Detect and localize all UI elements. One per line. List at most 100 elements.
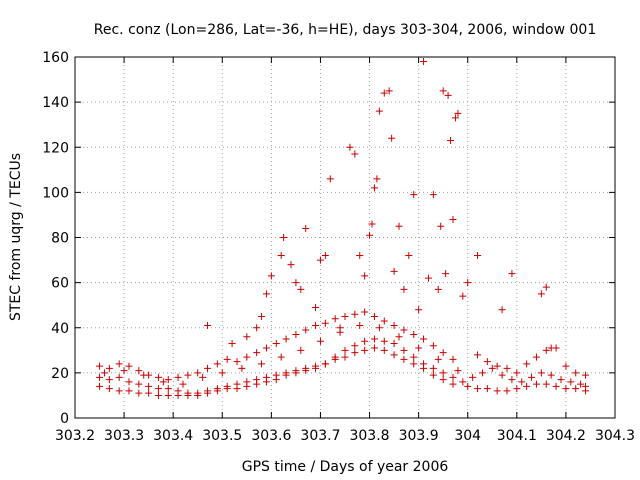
data-point <box>194 369 202 377</box>
data-point <box>243 333 251 341</box>
data-point <box>218 369 226 377</box>
data-point <box>562 385 570 393</box>
data-point <box>454 367 462 375</box>
data-point <box>174 391 182 399</box>
data-point <box>312 362 320 370</box>
data-point <box>351 310 359 318</box>
data-point <box>429 342 437 350</box>
data-point <box>542 346 550 354</box>
data-point <box>164 385 172 393</box>
data-point <box>262 290 270 298</box>
data-point <box>454 109 462 117</box>
x-tick-label: 304.3 <box>595 428 635 444</box>
data-point <box>194 389 202 397</box>
data-point <box>424 274 432 282</box>
data-point <box>262 344 270 352</box>
data-point <box>115 360 123 368</box>
data-point <box>356 321 364 329</box>
data-point <box>444 91 452 99</box>
data-point <box>302 326 310 334</box>
chart-title: Rec. conz (Lon=286, Lat=-36, h=HE), days… <box>94 22 596 38</box>
x-axis-label: GPS time / Days of year 2006 <box>242 459 449 475</box>
data-point <box>213 360 221 368</box>
data-point <box>400 326 408 334</box>
data-point <box>474 385 482 393</box>
data-point <box>312 303 320 311</box>
data-point <box>145 382 153 390</box>
data-point <box>361 346 369 354</box>
data-point <box>437 222 445 230</box>
data-point <box>469 373 477 381</box>
data-point <box>351 349 359 357</box>
data-point <box>474 252 482 260</box>
data-point <box>405 252 413 260</box>
data-point <box>464 279 472 287</box>
data-point <box>498 371 506 379</box>
data-point <box>351 150 359 158</box>
y-tick-label: 100 <box>42 185 69 201</box>
data-point <box>125 378 133 386</box>
data-point <box>449 380 457 388</box>
data-point <box>429 371 437 379</box>
data-point <box>410 191 418 199</box>
data-point <box>174 373 182 381</box>
data-point <box>375 324 383 332</box>
data-point <box>100 369 108 377</box>
data-point <box>420 58 428 66</box>
data-point <box>302 364 310 372</box>
data-point <box>96 373 104 381</box>
data-point <box>336 324 344 332</box>
y-tick-label: 40 <box>51 321 69 337</box>
data-point <box>513 385 521 393</box>
data-point <box>503 387 511 395</box>
data-point <box>125 387 133 395</box>
data-point <box>287 261 295 269</box>
data-point <box>321 319 329 327</box>
data-point <box>356 252 364 260</box>
y-tick-label: 20 <box>51 366 69 382</box>
data-point <box>297 285 305 293</box>
data-point <box>400 285 408 293</box>
data-point <box>280 234 288 241</box>
data-point <box>380 346 388 354</box>
data-point <box>582 382 590 390</box>
data-point <box>199 373 207 381</box>
data-point <box>228 340 236 348</box>
data-point <box>184 371 192 379</box>
data-point <box>493 387 501 395</box>
data-point <box>154 385 162 393</box>
data-point <box>537 290 545 298</box>
x-tick-label: 304.2 <box>546 428 586 444</box>
y-tick-label: 60 <box>51 276 69 292</box>
data-point <box>390 267 398 275</box>
data-point <box>302 224 310 232</box>
data-point <box>552 344 560 352</box>
data-point <box>282 369 290 377</box>
data-point <box>105 385 113 393</box>
x-tick-label: 304.1 <box>497 428 537 444</box>
data-point <box>410 331 418 339</box>
data-point <box>464 382 472 390</box>
data-point <box>400 355 408 363</box>
data-point <box>361 337 369 345</box>
data-point <box>582 371 590 379</box>
data-point <box>297 346 305 354</box>
data-point <box>370 344 378 352</box>
data-point <box>528 373 536 381</box>
data-point <box>331 355 339 363</box>
data-point <box>557 376 565 384</box>
data-point <box>96 362 104 370</box>
data-point <box>105 376 113 384</box>
data-point <box>395 222 403 230</box>
data-point <box>508 376 516 384</box>
data-point <box>567 378 575 386</box>
data-point <box>420 335 428 343</box>
data-point <box>321 360 329 368</box>
data-point <box>253 376 261 384</box>
data-points <box>96 58 590 399</box>
data-point <box>518 378 526 386</box>
data-point <box>449 215 457 223</box>
data-point <box>493 362 501 370</box>
data-point <box>135 380 143 388</box>
